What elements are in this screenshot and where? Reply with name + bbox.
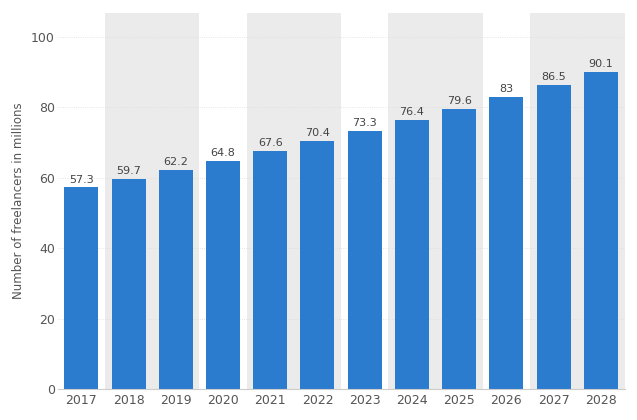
Text: 67.6: 67.6 <box>258 138 283 148</box>
Bar <box>301 141 334 389</box>
Bar <box>206 161 240 389</box>
Bar <box>247 13 341 389</box>
Text: 90.1: 90.1 <box>589 59 613 69</box>
Text: 86.5: 86.5 <box>541 72 566 82</box>
Bar <box>105 13 199 389</box>
Bar <box>536 84 571 389</box>
Bar <box>442 109 476 389</box>
Text: 62.2: 62.2 <box>163 158 188 167</box>
Text: 59.7: 59.7 <box>116 166 141 176</box>
Text: 83: 83 <box>499 84 513 94</box>
Text: 73.3: 73.3 <box>352 118 377 128</box>
Bar <box>159 170 193 389</box>
Bar <box>111 179 146 389</box>
Bar <box>64 187 98 389</box>
Bar <box>530 13 624 389</box>
Bar <box>395 120 429 389</box>
Text: 79.6: 79.6 <box>447 96 471 106</box>
Bar <box>348 131 382 389</box>
Text: 70.4: 70.4 <box>305 129 330 139</box>
Y-axis label: Number of freelancers in millions: Number of freelancers in millions <box>13 102 25 299</box>
Bar <box>389 13 483 389</box>
Bar <box>489 97 524 389</box>
Text: 57.3: 57.3 <box>69 175 94 184</box>
Bar <box>584 72 618 389</box>
Text: 64.8: 64.8 <box>211 148 236 158</box>
Text: 76.4: 76.4 <box>399 108 424 117</box>
Bar <box>254 151 287 389</box>
